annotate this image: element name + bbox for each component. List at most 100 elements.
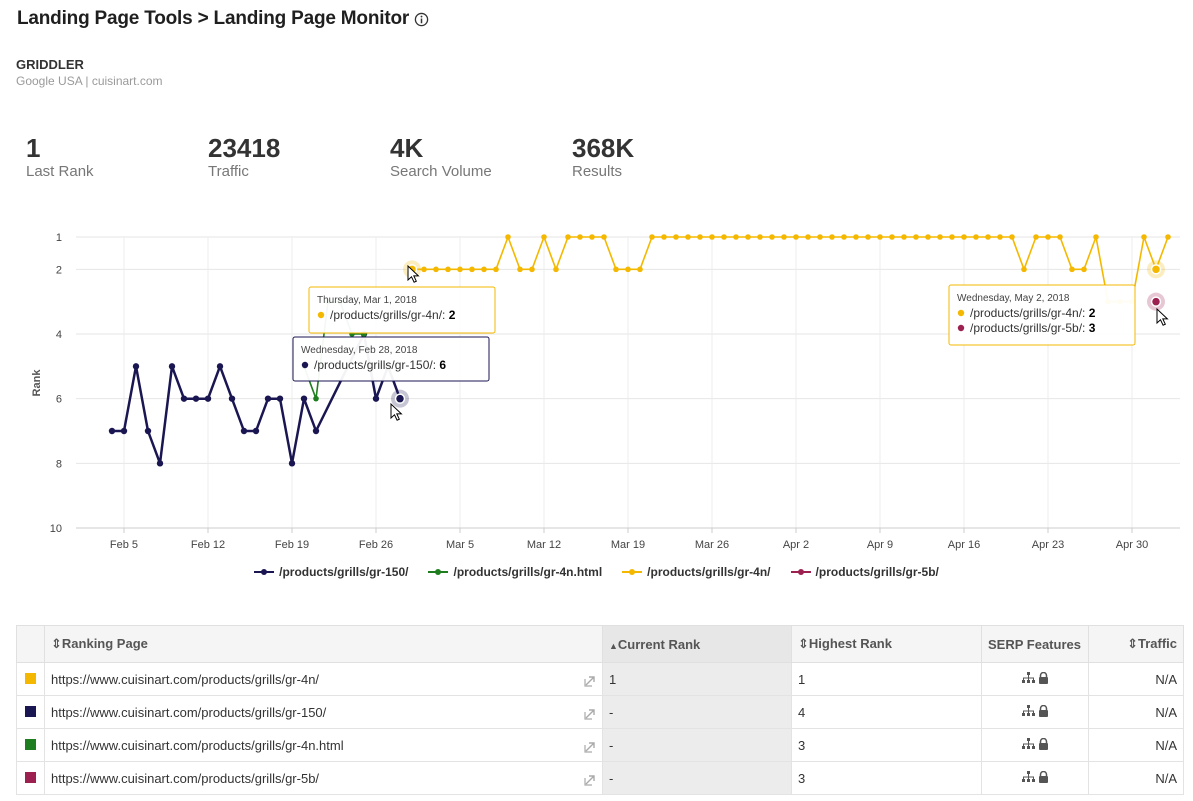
data-point — [204, 395, 212, 402]
data-point — [757, 234, 763, 240]
data-point — [709, 234, 715, 240]
column-header-ranking-page[interactable]: ⇕Ranking Page — [44, 625, 603, 663]
current-rank-cell: - — [602, 728, 792, 762]
data-point — [613, 266, 619, 273]
lock-icon — [1038, 704, 1048, 717]
data-point — [721, 234, 727, 240]
column-header-current-rank[interactable]: ▲Current Rank — [602, 625, 792, 663]
series-color-swatch — [25, 705, 36, 717]
highest-rank-cell: 3 — [791, 728, 982, 762]
legend-label: /products/grills/gr-4n/ — [647, 565, 771, 579]
ranking-page-url[interactable]: https://www.cuisinart.com/products/grill… — [51, 671, 320, 687]
table-row: https://www.cuisinart.com/products/grill… — [16, 695, 1184, 729]
ranking-pages-table: ⇕Ranking Page ▲Current Rank ⇕Highest Ran… — [16, 625, 1184, 795]
data-point — [132, 363, 140, 370]
table-row: https://www.cuisinart.com/products/grill… — [16, 662, 1184, 696]
y-axis-label: Rank — [31, 369, 43, 397]
color-column-header — [16, 625, 45, 663]
sitemap-icon — [1021, 671, 1035, 683]
ranking-page-url[interactable]: https://www.cuisinart.com/products/grill… — [51, 737, 344, 753]
sitemap-icon — [1021, 770, 1035, 782]
data-point — [829, 234, 835, 240]
chart-tooltip: Wednesday, Feb 28, 2018/products/grills/… — [292, 336, 490, 382]
data-point — [853, 234, 859, 240]
data-point — [156, 460, 164, 467]
row-color-cell — [16, 728, 45, 762]
data-point — [1021, 266, 1027, 273]
data-point — [445, 266, 451, 273]
data-point — [433, 266, 439, 273]
external-link-icon[interactable] — [584, 708, 596, 720]
data-point — [276, 395, 284, 402]
keyword-name: GRIDDLER — [16, 57, 84, 72]
data-point — [541, 234, 547, 240]
y-tick-label: 4 — [56, 329, 62, 341]
x-tick-label: Apr 16 — [948, 539, 980, 551]
y-tick-label: 6 — [56, 394, 62, 406]
data-point — [493, 266, 499, 273]
data-point — [625, 266, 631, 273]
metric-label: Traffic — [208, 163, 249, 180]
legend-label: /products/grills/gr-5b/ — [815, 565, 939, 579]
sitemap-icon — [1021, 737, 1035, 749]
x-tick-label: Mar 19 — [611, 539, 645, 551]
legend-item[interactable]: /products/grills/gr-4n.html — [428, 565, 602, 579]
ranking-page-url[interactable]: https://www.cuisinart.com/products/grill… — [51, 770, 320, 786]
metric-label: Search Volume — [390, 163, 492, 180]
data-point — [1009, 234, 1015, 240]
tooltip-row-text: /products/grills/gr-150/: 6 — [314, 358, 446, 372]
series-color-swatch — [25, 672, 36, 684]
x-tick-label: Feb 19 — [275, 539, 309, 551]
x-tick-label: Mar 26 — [695, 539, 729, 551]
traffic-cell: N/A — [1088, 662, 1184, 696]
tooltip-series-dot — [317, 311, 325, 319]
keyword-context: Google USA | cuisinart.com — [16, 74, 163, 88]
highest-rank-cell: 4 — [791, 695, 982, 729]
tooltip-row-text: /products/grills/gr-4n/: 2 — [970, 306, 1096, 320]
x-tick-label: Feb 12 — [191, 539, 225, 551]
current-rank-cell: 1 — [602, 662, 792, 696]
metric-results: 368K Results — [572, 133, 634, 181]
data-point — [168, 363, 176, 370]
data-point — [1081, 266, 1087, 273]
data-point — [108, 427, 116, 435]
external-link-icon[interactable] — [584, 675, 596, 687]
data-point — [264, 395, 272, 402]
data-point — [192, 395, 200, 402]
lock-icon — [1038, 737, 1048, 750]
tooltip-series-dot — [957, 309, 965, 317]
legend-item[interactable]: /products/grills/gr-4n/ — [622, 565, 771, 579]
x-tick-label: Feb 5 — [110, 539, 138, 551]
column-header-traffic[interactable]: ⇕Traffic — [1088, 625, 1184, 663]
info-icon[interactable] — [414, 12, 429, 27]
external-link-icon[interactable] — [584, 774, 596, 786]
mouse-cursor-icon — [407, 264, 420, 283]
data-point — [745, 234, 751, 240]
chart-tooltip: Wednesday, May 2, 2018/products/grills/g… — [948, 284, 1136, 346]
data-point — [589, 234, 595, 240]
data-point — [697, 234, 703, 240]
data-point — [733, 234, 739, 240]
column-header-highest-rank[interactable]: ⇕Highest Rank — [791, 625, 982, 663]
page-title-row: Landing Page Tools > Landing Page Monito… — [17, 8, 429, 30]
series-color-swatch — [25, 738, 36, 750]
data-point — [925, 234, 931, 240]
data-point — [144, 427, 152, 435]
ranking-page-url[interactable]: https://www.cuisinart.com/products/grill… — [51, 704, 327, 720]
data-point — [793, 234, 799, 240]
x-tick-label: Feb 26 — [359, 539, 393, 551]
tooltip-series-dot — [957, 324, 965, 332]
data-point — [300, 395, 308, 402]
external-link-icon[interactable] — [584, 741, 596, 753]
tooltip-date: Wednesday, May 2, 2018 — [957, 293, 1070, 304]
series-color-swatch — [25, 771, 36, 783]
rank-chart[interactable]: 1 2 4 6 8 10 Feb 5 Feb 12 Feb 19 Feb 26 Mar 5 Mar 1… — [0, 210, 1193, 610]
tooltip-box — [308, 286, 496, 334]
legend-item[interactable]: /products/grills/gr-5b/ — [790, 565, 939, 579]
data-point — [481, 266, 487, 273]
tooltip-date: Wednesday, Feb 28, 2018 — [301, 345, 418, 356]
data-point — [312, 427, 320, 435]
page-title: Landing Page Tools > Landing Page Monito… — [17, 8, 410, 29]
legend-item[interactable]: /products/grills/gr-150/ — [254, 565, 408, 579]
legend-symbol — [428, 569, 449, 575]
